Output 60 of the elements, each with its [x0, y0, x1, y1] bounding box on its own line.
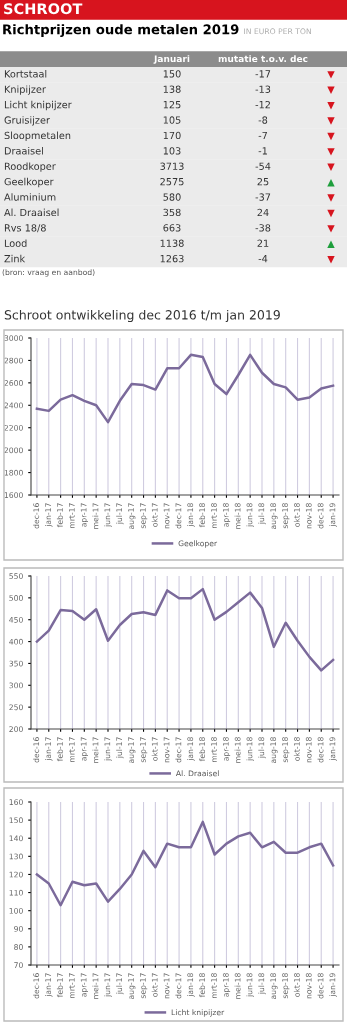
data-label: -37	[255, 193, 271, 201]
data-label: 2575	[160, 177, 184, 186]
category-label: Al. Draaisel	[4, 208, 59, 217]
text: SCHROOT	[4, 3, 83, 15]
category-label: Knipijzer	[4, 85, 46, 95]
category-label: Zink	[4, 254, 26, 263]
data-label: 358	[163, 208, 181, 217]
data-label: ▼	[327, 194, 335, 202]
text: mutatie t.o.v. dec	[218, 55, 308, 63]
data-label: -4	[258, 255, 268, 263]
data-label: 170	[163, 131, 181, 140]
series-label: Januari	[153, 55, 190, 64]
data-label: ▼	[327, 255, 335, 264]
data-label: ▼	[327, 163, 335, 171]
category-label: Kortstaal	[4, 70, 47, 78]
text: Richtprijzen oude metalen 2019	[3, 24, 239, 37]
category-label: Rvs 18/8	[4, 224, 46, 233]
line-series	[35, 353, 335, 424]
data-label: 1138	[160, 239, 184, 247]
data-label: 1263	[160, 254, 184, 263]
data-label: 580	[163, 193, 181, 201]
data-label: 3713	[160, 162, 184, 170]
category-label: Lood	[4, 239, 27, 247]
chart-title: Schroot ontwikkeling dec 2016 t/m jan 2019	[4, 309, 280, 322]
category-label: Geelkoper	[4, 177, 54, 188]
data-label: ▼	[327, 101, 335, 110]
data-label: -38	[255, 224, 271, 232]
data-label: ▼	[327, 209, 335, 218]
data-label: 24	[257, 208, 269, 216]
data-label: -7	[258, 131, 268, 139]
data-label: -54	[255, 162, 271, 170]
data-label: -13	[255, 85, 271, 93]
data-label: ▼	[327, 148, 335, 156]
data-label: ▼	[327, 86, 335, 94]
data-label: -12	[255, 100, 270, 109]
data-label: 25	[257, 177, 269, 186]
data-label: -1	[258, 147, 267, 155]
data-label: 150	[163, 70, 181, 78]
data-label: 125	[163, 100, 181, 109]
line-series	[35, 820, 335, 907]
data-label: ▲	[327, 178, 335, 187]
category-label: Aluminium	[4, 193, 56, 201]
line-series	[35, 587, 335, 672]
data-label: 663	[163, 224, 181, 232]
data-label: ▼	[327, 117, 335, 125]
category-label: Roodkoper	[4, 162, 56, 172]
category-label: Gruisijzer	[4, 116, 50, 126]
category-label: Sloopmetalen	[4, 131, 71, 141]
data-label: ▼	[327, 71, 335, 79]
data-label: ▼	[327, 225, 335, 233]
data-label: ▲	[327, 240, 335, 248]
data-label: 103	[163, 147, 181, 155]
data-label: ▼	[327, 132, 335, 141]
data-label: 21	[257, 239, 269, 247]
data-label: 105	[163, 116, 181, 124]
data-label: 138	[163, 85, 181, 93]
data-label: -8	[258, 116, 268, 124]
data-label: -17	[255, 70, 271, 78]
category-label: Draaisel	[4, 147, 43, 155]
category-label: Licht knipijzer	[4, 100, 72, 111]
